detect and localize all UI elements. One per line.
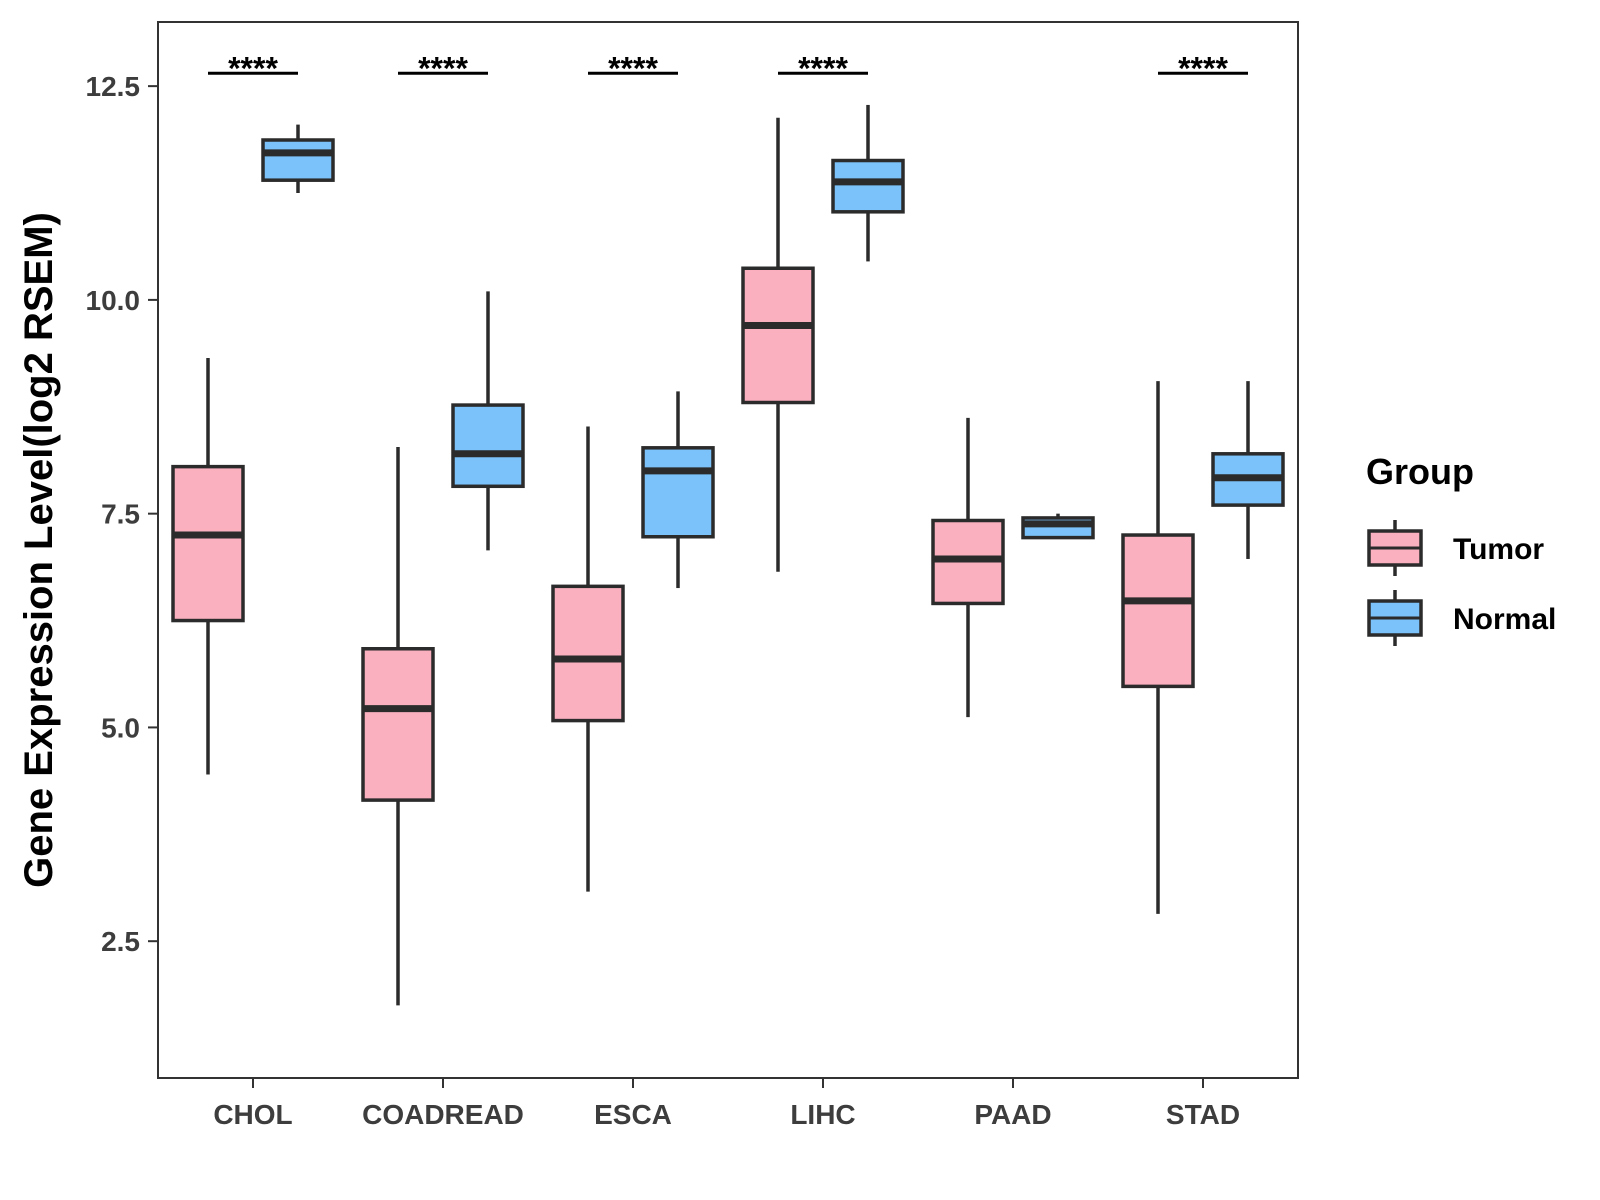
box-normal-stad (1211, 381, 1285, 559)
box-normal-paad (1021, 513, 1095, 540)
significance-annotations: **** **** **** **** **** (208, 50, 1248, 86)
y-tick-label: 12.5 (86, 71, 141, 102)
y-axis: 2.5 5.0 7.5 10.0 12.5 (86, 71, 158, 957)
box-body (261, 138, 335, 182)
y-tick-label: 5.0 (101, 712, 140, 743)
box-body (171, 464, 245, 623)
box-normal-coadread (451, 291, 525, 551)
x-tick-label: ESCA (594, 1099, 672, 1130)
box-body (641, 446, 715, 539)
significance-label: **** (418, 50, 468, 86)
significance-label: **** (608, 50, 658, 86)
x-tick-label: CHOL (213, 1099, 292, 1130)
box-body (741, 266, 815, 405)
legend-label: Normal (1453, 603, 1556, 636)
box-tumor-stad (1121, 381, 1195, 914)
box-body (831, 158, 905, 214)
x-tick-label: PAAD (974, 1099, 1051, 1130)
significance-label: **** (798, 50, 848, 86)
x-tick-label: STAD (1166, 1099, 1240, 1130)
box-tumor-coadread (361, 446, 435, 1006)
box-body (451, 403, 525, 489)
x-tick-label: COADREAD (362, 1099, 524, 1130)
x-axis: CHOL COADREAD ESCA LIHC PAAD STAD (213, 1078, 1240, 1130)
y-axis-title: Gene Expression Level(log2 RSEM) (17, 212, 61, 888)
box-normal-lihc (831, 104, 905, 262)
box-tumor-esca (551, 426, 625, 892)
box-body (361, 647, 435, 802)
box-tumor-paad (931, 417, 1005, 718)
legend-title: Group (1366, 451, 1474, 492)
box-body (1121, 533, 1195, 689)
legend: Group Tumor Normal (1366, 451, 1556, 646)
y-tick-label: 7.5 (101, 499, 140, 530)
legend-label: Tumor (1453, 533, 1544, 566)
box-body (551, 584, 625, 723)
boxes (171, 104, 1285, 1006)
y-tick-label: 10.0 (86, 285, 141, 316)
legend-item-tumor: Tumor (1367, 520, 1544, 576)
x-tick-label: LIHC (790, 1099, 855, 1130)
legend-item-normal: Normal (1367, 590, 1556, 646)
plot-panel (157, 21, 1299, 1079)
significance-label: **** (228, 50, 278, 86)
significance-label: **** (1178, 50, 1228, 86)
y-tick-label: 2.5 (101, 926, 140, 957)
box-tumor-lihc (741, 117, 815, 572)
box-normal-esca (641, 391, 715, 589)
box-tumor-chol (171, 358, 245, 775)
box-normal-chol (261, 124, 335, 194)
